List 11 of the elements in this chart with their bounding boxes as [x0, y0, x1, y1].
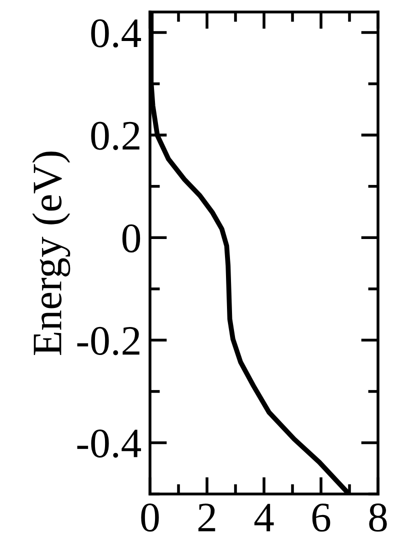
y-tick-label: -0.2	[77, 326, 140, 356]
y-tick-label: 0.2	[91, 122, 140, 150]
x-tick-label: 4	[254, 504, 274, 532]
y-tick-label: 0	[122, 224, 140, 252]
x-tick-label: 2	[198, 504, 216, 532]
x-tick-label: 0	[141, 504, 159, 532]
y-tick-label: -0.4	[77, 429, 142, 458]
x-tick-label: 8	[369, 504, 387, 532]
x-tick-label: 6	[312, 504, 330, 532]
y-tick-label: 0.4	[91, 19, 142, 48]
y-axis-title: Energy (eV)	[32, 152, 70, 355]
